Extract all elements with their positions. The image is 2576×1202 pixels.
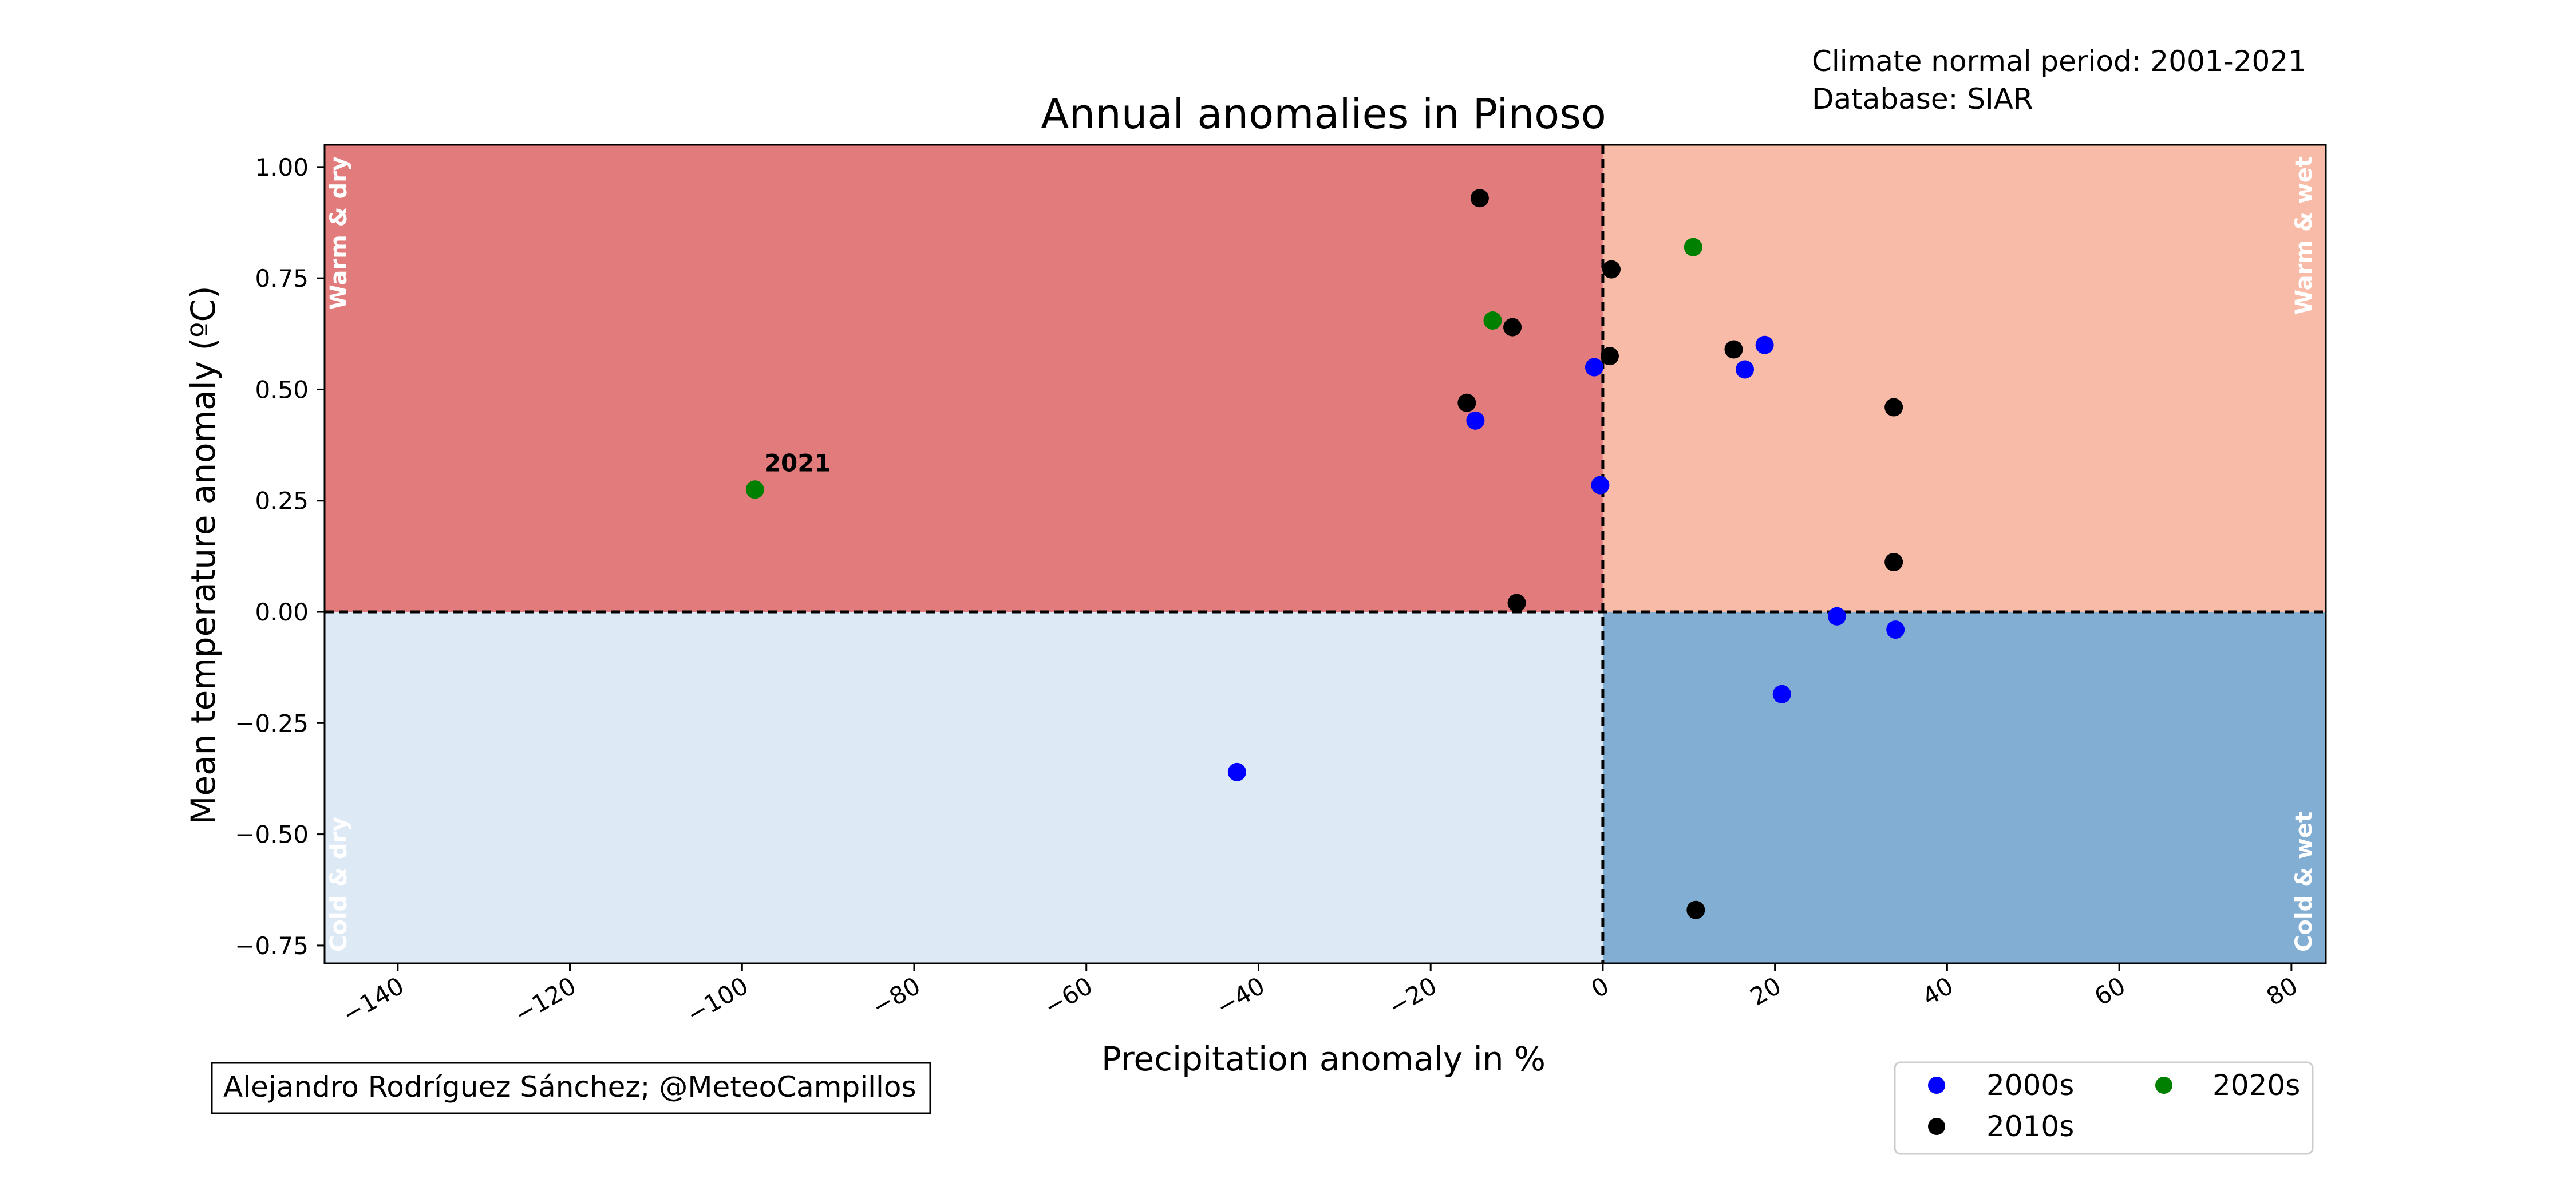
legend-marker-2000s — [1928, 1077, 1945, 1094]
y-tick-label: 0.25 — [255, 487, 309, 515]
quadrant-cold-wet — [1602, 612, 2326, 963]
quadrant-backgrounds: Warm & dry Warm & wet Cold & dry Cold & wet — [325, 145, 2326, 963]
x-tick-label: −120 — [509, 971, 580, 1029]
point-2000s — [1772, 685, 1791, 703]
point-2000s — [1227, 762, 1246, 781]
y-tick-label: −0.75 — [235, 932, 309, 960]
point-2010s — [1503, 318, 1522, 337]
x-tick-label: 40 — [1918, 971, 1958, 1011]
y-tick-label: 0.50 — [255, 375, 309, 404]
quadrant-label-cold-wet: Cold & wet — [2291, 812, 2317, 952]
x-axis-label: Precipitation anomaly in % — [1101, 1039, 1546, 1078]
annotation-label: 2021 — [764, 449, 831, 477]
point-2020s — [1483, 311, 1502, 330]
point-2000s — [1827, 607, 1846, 626]
quadrant-cold-dry — [325, 612, 1603, 963]
point-2010s — [1600, 347, 1619, 366]
point-2000s — [1736, 360, 1755, 379]
legend: 2000s 2020s 2010s — [1894, 1061, 2314, 1155]
legend-label-2020s: 2020s — [2212, 1069, 2300, 1102]
point-2000s — [1466, 411, 1485, 430]
legend-marker-2020s — [2155, 1077, 2172, 1094]
point-2000s — [1585, 358, 1603, 377]
quadrant-label-warm-wet: Warm & wet — [2291, 156, 2317, 315]
x-tick-label: 20 — [1745, 971, 1786, 1011]
x-tick-label: −140 — [337, 971, 408, 1029]
point-2010s — [1507, 594, 1526, 612]
y-tick-label: −0.25 — [235, 709, 309, 737]
y-tick-label: 0.75 — [255, 264, 309, 292]
point-2010s — [1686, 900, 1705, 919]
point-2000s — [1755, 335, 1774, 354]
x-tick-label: −100 — [682, 971, 753, 1029]
data-points — [745, 189, 1905, 919]
point-2010s — [1602, 260, 1621, 279]
chart-title: Annual anomalies in Pinoso — [1041, 90, 1606, 138]
quadrant-label-warm-dry: Warm & dry — [326, 156, 352, 310]
x-tick-label: 80 — [2262, 971, 2302, 1011]
point-2010s — [1724, 340, 1743, 359]
legend-label-2010s: 2010s — [1986, 1110, 2074, 1143]
point-2000s — [1886, 620, 1905, 639]
quadrant-warm-wet — [1602, 145, 2326, 612]
x-tick-label: 0 — [1586, 971, 1614, 1003]
point-2020s — [745, 480, 764, 499]
y-tick-label: 0.00 — [255, 598, 309, 626]
x-tick-label: −20 — [1384, 971, 1441, 1021]
point-2010s — [1470, 189, 1489, 208]
legend-marker-2010s — [1928, 1118, 1945, 1135]
quadrant-label-cold-dry: Cold & dry — [326, 817, 352, 952]
reference-lines — [325, 145, 2326, 963]
point-2020s — [1684, 238, 1702, 256]
plot-frame — [323, 144, 2327, 964]
x-tick-label: −60 — [1039, 971, 1097, 1021]
x-tick-label: 60 — [2089, 971, 2130, 1011]
quadrant-warm-dry — [325, 145, 1603, 612]
y-tick-label: −0.50 — [235, 821, 309, 849]
credit-box: Alejandro Rodríguez Sánchez; @MeteoCampi… — [211, 1062, 931, 1114]
legend-label-2000s: 2000s — [1986, 1069, 2074, 1102]
point-2010s — [1884, 552, 1903, 571]
info-database: Database: SIAR — [1812, 82, 2033, 116]
x-tick-label: −40 — [1211, 971, 1269, 1021]
credit-text: Alejandro Rodríguez Sánchez; @MeteoCampi… — [223, 1070, 916, 1104]
annotations: 2021 — [764, 449, 831, 477]
y-tick-label: 1.00 — [255, 153, 309, 181]
point-2000s — [1591, 476, 1610, 495]
x-tick-label: −80 — [867, 971, 925, 1021]
point-2010s — [1884, 398, 1903, 417]
point-2010s — [1457, 393, 1476, 412]
info-period: Climate normal period: 2001-2021 — [1812, 45, 2306, 78]
y-axis-label: Mean temperature anomaly (ºC) — [184, 286, 223, 824]
